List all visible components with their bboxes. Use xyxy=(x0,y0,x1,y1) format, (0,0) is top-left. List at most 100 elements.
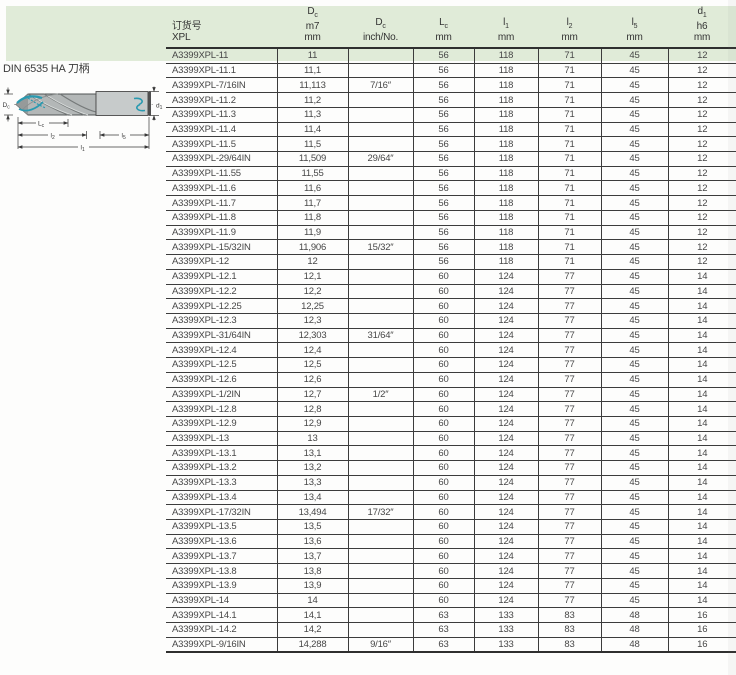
cell-dc_inch xyxy=(347,107,413,123)
cell-l2_mm: 77 xyxy=(537,357,601,373)
cell-dc_inch: 7/16″ xyxy=(347,77,413,94)
cell-lc_mm: 56 xyxy=(412,92,474,108)
cell-dc_inch xyxy=(347,210,413,226)
cell-d1_mm: 14 xyxy=(667,313,736,329)
cell-l1_mm: 133 xyxy=(473,637,538,654)
col-header-l2: l2 mm xyxy=(538,6,601,49)
cell-l2_mm: 77 xyxy=(537,475,601,491)
cell-dc_mm: 13,9 xyxy=(276,578,348,594)
cell-lc_mm: 60 xyxy=(412,490,474,506)
cell-l1_mm: 118 xyxy=(473,77,538,94)
table-row: A3399XPL-13.5 13,5 60 124 77 45 14 xyxy=(166,519,736,535)
cell-l2_mm: 77 xyxy=(537,401,601,417)
cell-l1_mm: 118 xyxy=(473,48,538,64)
cell-l5_mm: 45 xyxy=(600,504,668,520)
cell-d1_mm: 16 xyxy=(667,637,736,654)
cell-l2_mm: 71 xyxy=(537,107,601,123)
cell-l1_mm: 124 xyxy=(473,416,538,432)
cell-l1_mm: 118 xyxy=(473,210,538,226)
cell-order_no: A3399XPL-13.1 xyxy=(166,445,277,462)
cell-order_no: A3399XPL-11.5 xyxy=(166,136,277,153)
cell-lc_mm: 60 xyxy=(412,563,474,579)
cell-lc_mm: 60 xyxy=(412,269,474,285)
cell-order_no: A3399XPL-13.7 xyxy=(166,548,277,565)
cell-l2_mm: 77 xyxy=(537,593,601,609)
cell-l1_mm: 124 xyxy=(473,563,538,579)
table-row: A3399XPL-17/32IN 13,494 17/32″ 60 124 77 45 14 xyxy=(166,504,736,520)
cell-dc_mm: 12,1 xyxy=(276,269,348,285)
cell-dc_mm: 12,5 xyxy=(276,357,348,373)
cell-dc_inch xyxy=(347,460,413,476)
cell-l5_mm: 45 xyxy=(600,563,668,579)
cell-order_no: A3399XPL-14 xyxy=(166,593,277,609)
cell-order_no: A3399XPL-11.1 xyxy=(166,63,277,79)
coolant-shank-swirl xyxy=(133,97,146,112)
cell-dc_inch xyxy=(347,548,413,565)
cell-d1_mm: 12 xyxy=(667,195,736,211)
cell-d1_mm: 14 xyxy=(667,401,736,417)
cell-lc_mm: 60 xyxy=(412,284,474,300)
cell-d1_mm: 12 xyxy=(667,151,736,167)
label-l5: l5 xyxy=(122,133,126,142)
cell-l2_mm: 77 xyxy=(537,328,601,344)
cell-d1_mm: 14 xyxy=(667,563,736,579)
cell-l1_mm: 124 xyxy=(473,387,538,403)
table-row: A3399XPL-13.2 13,2 60 124 77 45 14 xyxy=(166,460,736,476)
cell-l1_mm: 124 xyxy=(473,342,538,359)
cell-l5_mm: 45 xyxy=(600,122,668,138)
cell-l2_mm: 77 xyxy=(537,372,601,388)
cell-l2_mm: 77 xyxy=(537,445,601,462)
cell-l2_mm: 71 xyxy=(537,180,601,197)
cell-order_no: A3399XPL-12.6 xyxy=(166,372,277,388)
table-row: A3399XPL-12.4 12,4 60 124 77 45 14 xyxy=(166,342,736,359)
cell-lc_mm: 56 xyxy=(412,195,474,211)
cell-lc_mm: 60 xyxy=(412,401,474,417)
cell-dc_inch xyxy=(347,593,413,609)
cell-l2_mm: 77 xyxy=(537,313,601,329)
cell-dc_inch xyxy=(347,475,413,491)
cell-d1_mm: 14 xyxy=(667,342,736,359)
cell-l1_mm: 118 xyxy=(473,92,538,108)
cell-d1_mm: 12 xyxy=(667,122,736,138)
cell-order_no: A3399XPL-11.9 xyxy=(166,225,277,241)
cell-dc_mm: 12,7 xyxy=(276,387,348,403)
cell-l2_mm: 77 xyxy=(537,490,601,506)
cell-d1_mm: 12 xyxy=(667,225,736,241)
cell-l1_mm: 124 xyxy=(473,401,538,417)
table-row: A3399XPL-11.5 11,5 56 118 71 45 12 xyxy=(166,136,736,153)
cell-order_no: A3399XPL-7/16IN xyxy=(166,77,277,94)
col-header-order-no: 订货号 XPL xyxy=(166,6,277,49)
table-row: A3399XPL-12.8 12,8 60 124 77 45 14 xyxy=(166,401,736,417)
cell-order_no: A3399XPL-13.2 xyxy=(166,460,277,476)
table-row: A3399XPL-13.8 13,8 60 124 77 45 14 xyxy=(166,563,736,579)
cell-l2_mm: 71 xyxy=(537,122,601,138)
cell-order_no: A3399XPL-13.5 xyxy=(166,519,277,535)
col-header-lc: Lc mm xyxy=(413,6,474,49)
cell-order_no: A3399XPL-12.8 xyxy=(166,401,277,417)
cell-l5_mm: 45 xyxy=(600,357,668,373)
cell-lc_mm: 56 xyxy=(412,254,474,270)
cell-d1_mm: 16 xyxy=(667,622,736,638)
cell-l1_mm: 124 xyxy=(473,519,538,535)
cell-order_no: A3399XPL-29/64IN xyxy=(166,151,277,167)
cell-l2_mm: 77 xyxy=(537,269,601,285)
cell-dc_inch xyxy=(347,92,413,108)
cell-lc_mm: 56 xyxy=(412,107,474,123)
cell-l1_mm: 118 xyxy=(473,225,538,241)
label-d1: d1 xyxy=(156,103,163,112)
cell-lc_mm: 56 xyxy=(412,166,474,182)
cell-l2_mm: 71 xyxy=(537,63,601,79)
spec-table-header: 订货号 XPL Dc m7 mm Dc inch/No. Lc mm l1 xyxy=(166,6,736,49)
coolant-tip-highlight xyxy=(16,95,47,112)
table-row: A3399XPL-12.9 12,9 60 124 77 45 14 xyxy=(166,416,736,432)
cell-dc_mm: 11,113 xyxy=(276,77,348,94)
cell-dc_mm: 13,3 xyxy=(276,475,348,491)
cell-order_no: A3399XPL-14.1 xyxy=(166,607,277,624)
cell-l2_mm: 77 xyxy=(537,460,601,476)
cell-l1_mm: 133 xyxy=(473,622,538,638)
cell-d1_mm: 12 xyxy=(667,239,736,256)
cell-dc_inch xyxy=(347,269,413,285)
cell-l5_mm: 45 xyxy=(600,151,668,167)
cell-l5_mm: 45 xyxy=(600,578,668,594)
